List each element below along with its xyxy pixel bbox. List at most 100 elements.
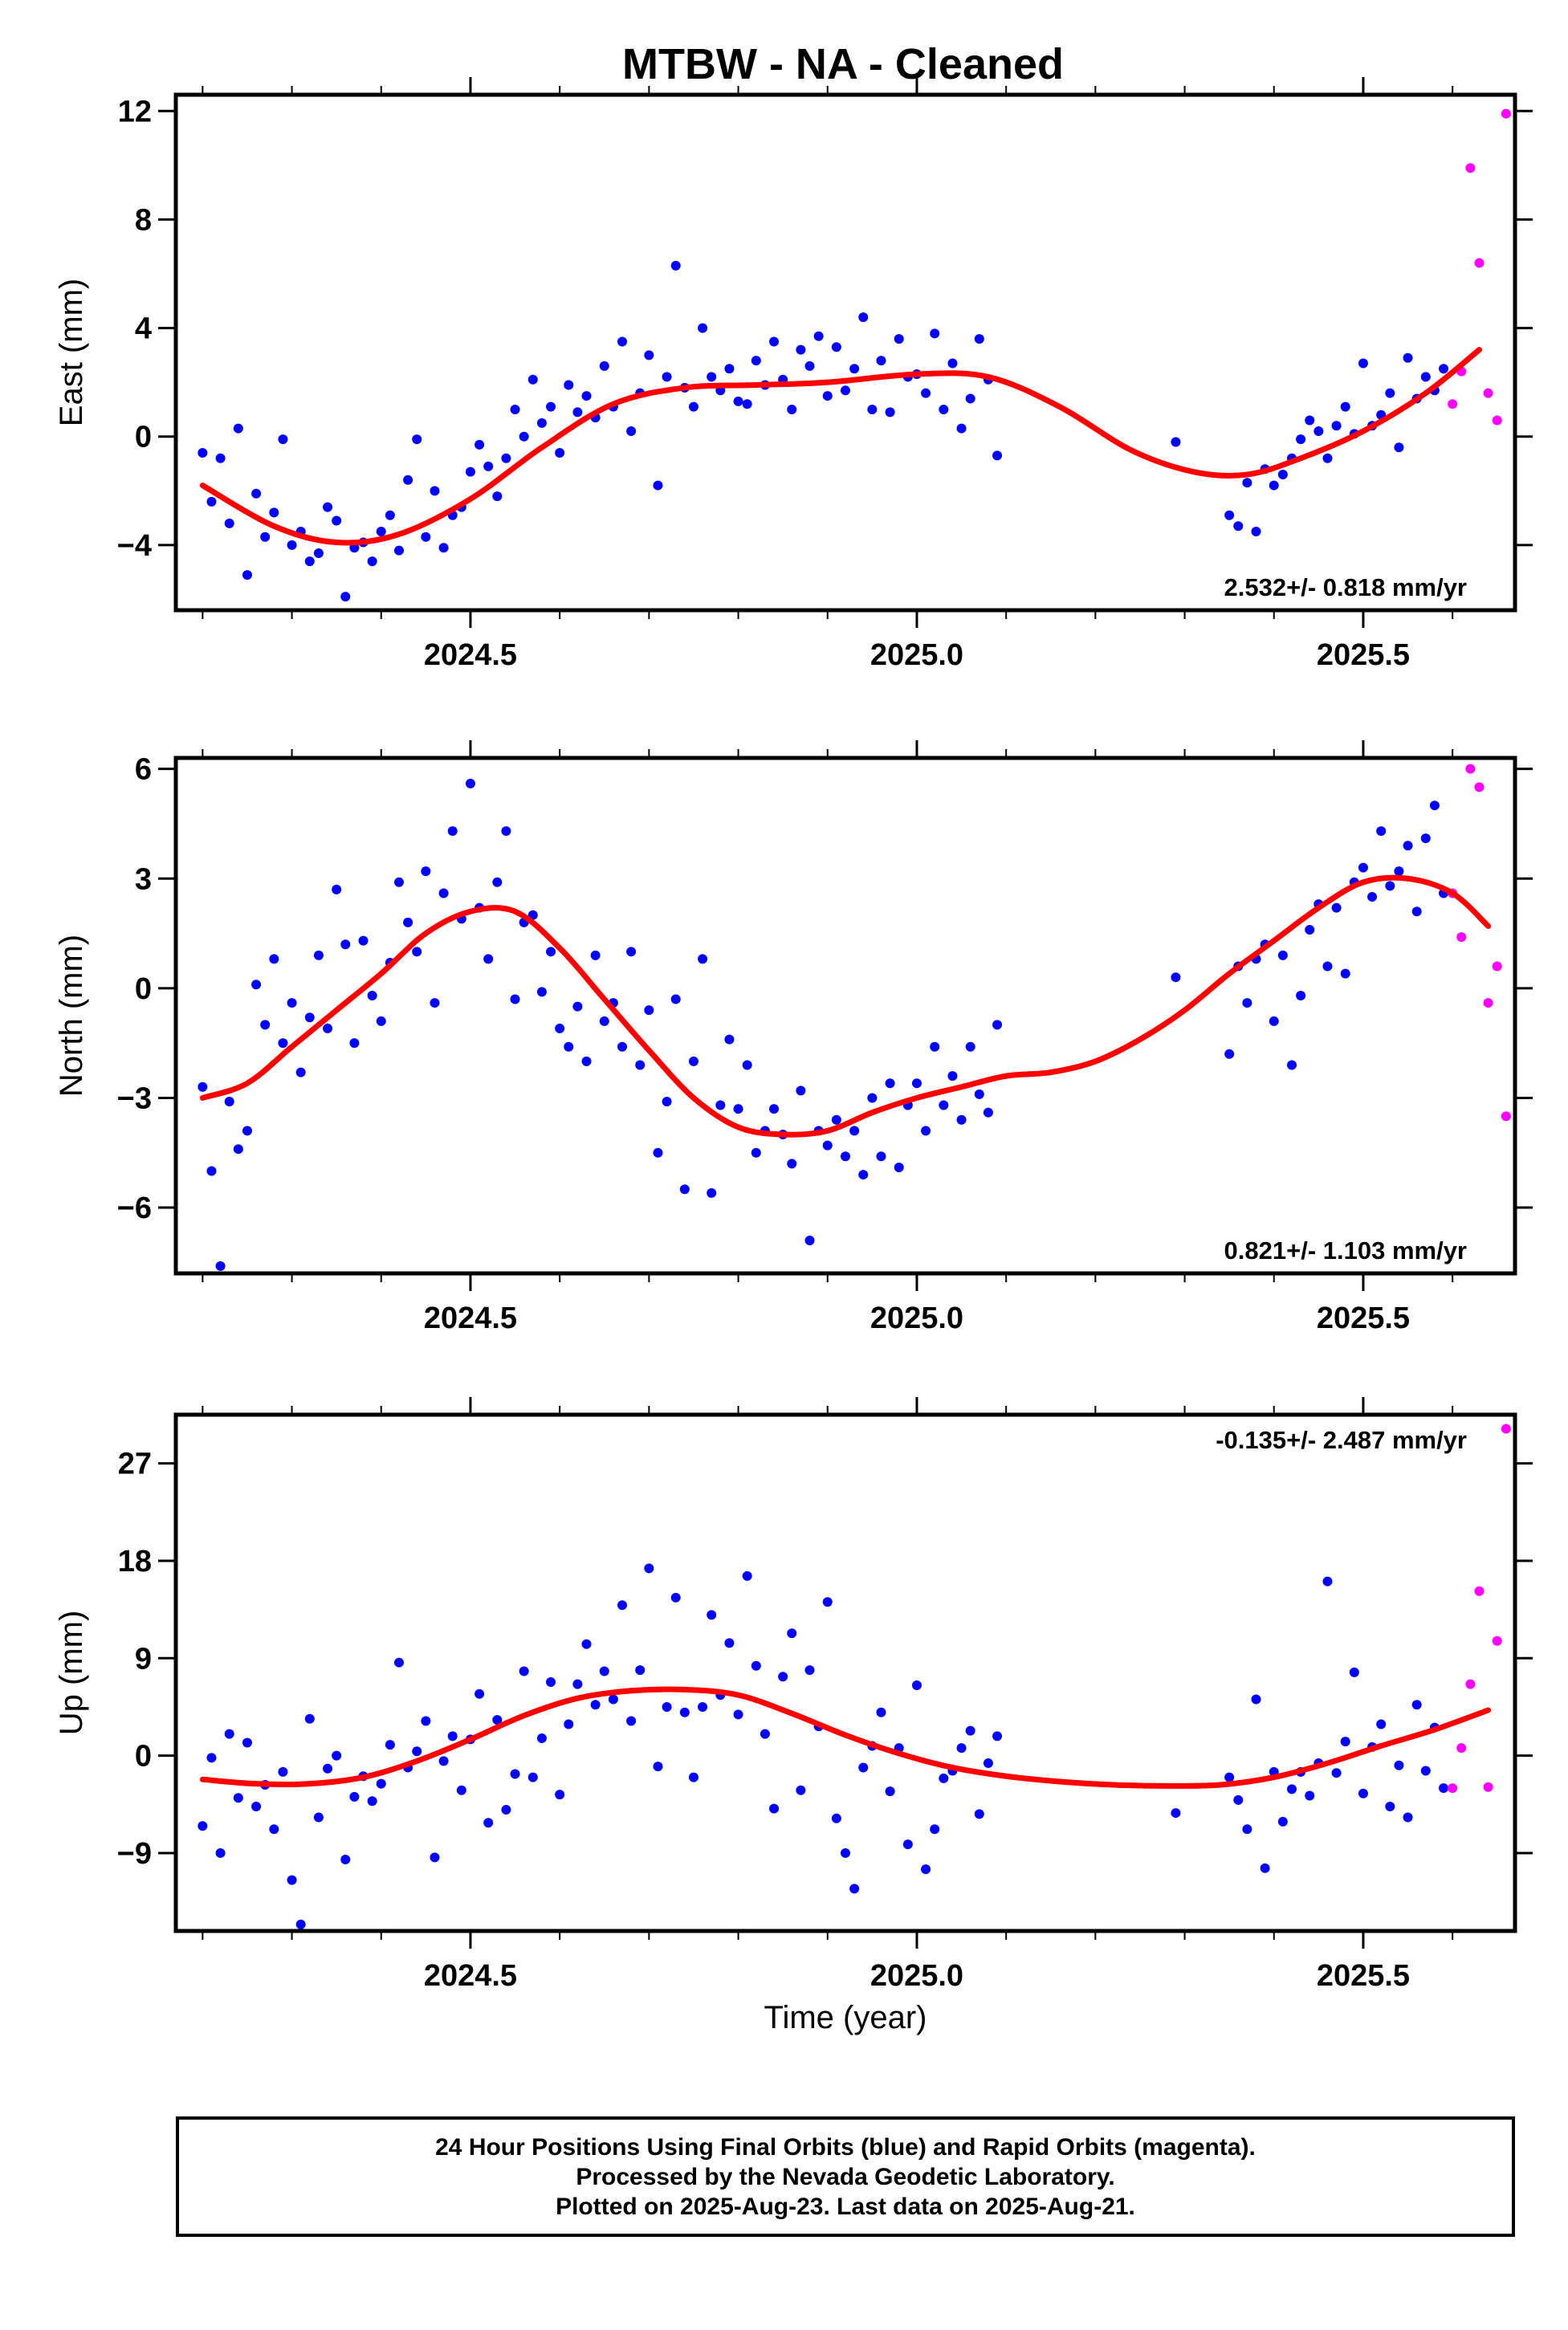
up-final-point	[536, 1733, 547, 1744]
north-ytick-label: −3	[117, 1081, 152, 1115]
up-final-point	[492, 1715, 503, 1725]
east-final-point	[769, 336, 780, 347]
north-final-point	[430, 998, 440, 1008]
up-final-point	[662, 1701, 672, 1712]
north-final-point	[287, 998, 297, 1008]
up-final-point	[724, 1638, 735, 1648]
east-final-point	[519, 431, 529, 442]
up-final-point	[224, 1729, 234, 1739]
north-final-point	[1385, 881, 1395, 891]
north-final-point	[1420, 833, 1431, 844]
north-final-point	[1242, 998, 1252, 1008]
up-final-point	[1171, 1808, 1181, 1819]
up-final-point	[323, 1763, 333, 1774]
up-final-point	[1349, 1667, 1359, 1677]
up-final-point	[733, 1709, 743, 1720]
east-final-point	[1331, 421, 1342, 431]
up-final-point	[1385, 1801, 1395, 1811]
up-frame	[173, 1412, 1517, 1933]
caption-line-orbits: 24 Hour Positions Using Final Orbits (bl…	[435, 2134, 1256, 2161]
east-final-point	[867, 404, 878, 414]
east-rapid-point	[1492, 415, 1502, 426]
north-final-point	[698, 954, 708, 964]
north-final-point	[930, 1041, 940, 1052]
east-final-point	[233, 423, 243, 434]
north-rapid-point	[1483, 998, 1493, 1008]
east-final-point	[1322, 453, 1333, 463]
up-final-point	[778, 1672, 788, 1682]
east-final-point	[1171, 437, 1181, 447]
east-final-point	[278, 434, 288, 445]
up-final-point	[1224, 1772, 1235, 1782]
north-final-point	[1296, 990, 1306, 1000]
north-final-point	[412, 947, 422, 957]
east-final-point	[733, 396, 743, 406]
east-final-point	[974, 334, 984, 344]
north-final-point	[822, 1140, 833, 1151]
north-final-point	[1403, 841, 1413, 851]
east-final-point	[536, 418, 547, 428]
up-final-point	[644, 1563, 654, 1574]
north-final-point	[367, 990, 377, 1000]
east-final-point	[1224, 510, 1235, 520]
east-final-point	[787, 404, 797, 414]
caption-box: 24 Hour Positions Using Final Orbits (bl…	[176, 2116, 1515, 2237]
north-final-point	[501, 826, 511, 837]
east-final-point	[323, 502, 333, 512]
north-ytick-label: 3	[135, 862, 152, 896]
north-final-point	[1287, 1060, 1297, 1070]
east-final-point	[501, 453, 511, 463]
north-final-point	[1331, 902, 1342, 913]
up-final-point	[599, 1666, 609, 1676]
north-xtick-label: 2025.0	[870, 1301, 963, 1335]
up-final-point	[555, 1790, 565, 1800]
north-final-point	[751, 1147, 761, 1158]
north-final-point	[688, 1056, 698, 1066]
north-final-point	[1411, 906, 1422, 917]
up-final-point	[617, 1600, 627, 1611]
east-final-point	[876, 356, 886, 366]
east-final-point	[698, 323, 708, 333]
east-rapid-point	[1465, 163, 1476, 173]
north-final-point	[724, 1034, 735, 1045]
up-final-point	[858, 1762, 869, 1773]
up-final-point	[215, 1847, 226, 1858]
east-final-point	[510, 404, 520, 414]
up-final-point	[332, 1750, 342, 1761]
north-final-point	[626, 947, 637, 957]
north-final-point	[804, 1236, 815, 1246]
north-ytick-label: 0	[135, 972, 152, 1006]
up-final-point	[831, 1813, 841, 1823]
east-final-point	[965, 393, 975, 404]
east-rapid-point	[1448, 399, 1458, 409]
east-final-point	[1385, 388, 1395, 398]
up-final-point	[269, 1824, 279, 1835]
up-final-point	[742, 1570, 752, 1581]
north-final-point	[1305, 925, 1315, 935]
up-final-point	[278, 1766, 288, 1777]
up-final-point	[804, 1665, 815, 1676]
up-rate-annotation: -0.135+/- 2.487 mm/yr	[1216, 1426, 1467, 1454]
up-final-point	[340, 1855, 351, 1865]
east-final-point	[1296, 434, 1306, 445]
east-rate-annotation: 2.532+/- 0.818 mm/yr	[1224, 573, 1467, 601]
north-final-point	[572, 1001, 583, 1012]
north-xtick-label: 2024.5	[424, 1301, 517, 1335]
caption-line-dates: Plotted on 2025-Aug-23. Last data on 202…	[556, 2194, 1135, 2220]
north-final-point	[1340, 968, 1350, 979]
up-ytick-label: 9	[135, 1642, 152, 1676]
north-final-point	[403, 917, 413, 927]
north-final-point	[921, 1126, 931, 1136]
east-final-point	[304, 556, 315, 567]
up-final-point	[796, 1785, 806, 1795]
up-final-point	[769, 1803, 780, 1814]
up-final-point	[1251, 1694, 1261, 1705]
up-final-point	[367, 1796, 377, 1807]
north-final-point	[1171, 972, 1181, 983]
east-xtick-label: 2025.5	[1317, 638, 1410, 672]
east-final-point	[430, 486, 440, 496]
up-final-point	[1287, 1784, 1297, 1794]
north-final-point	[323, 1023, 333, 1033]
east-ytick-label: −4	[117, 529, 152, 563]
up-final-point	[939, 1773, 949, 1783]
